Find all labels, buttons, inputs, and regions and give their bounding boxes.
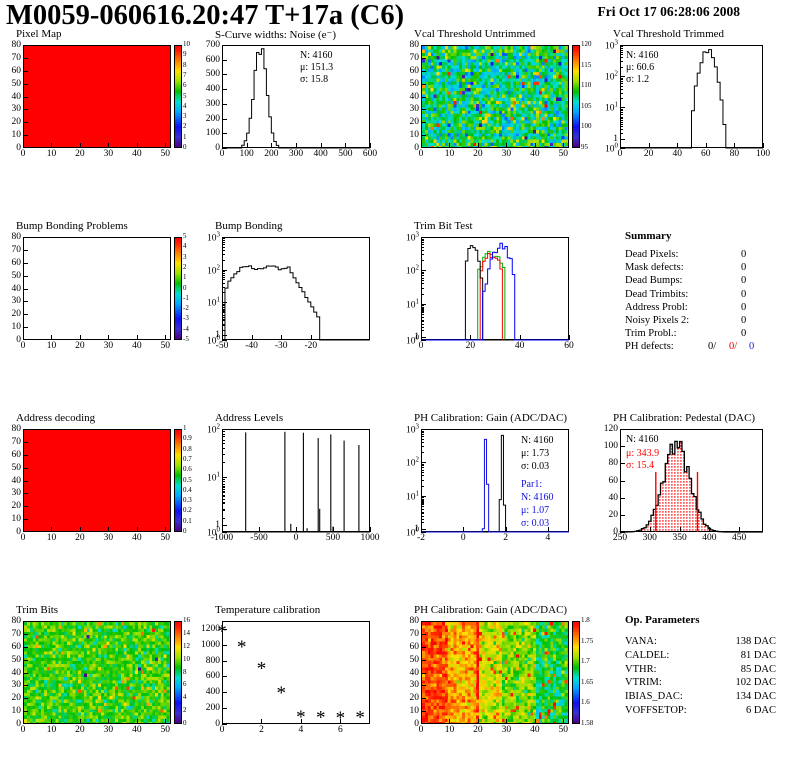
svg-text:*: *: [237, 637, 247, 658]
svg-text:*: *: [316, 708, 326, 729]
svg-text:*: *: [257, 659, 267, 680]
svg-text:*: *: [276, 683, 286, 704]
svg-text:*: *: [355, 708, 365, 729]
